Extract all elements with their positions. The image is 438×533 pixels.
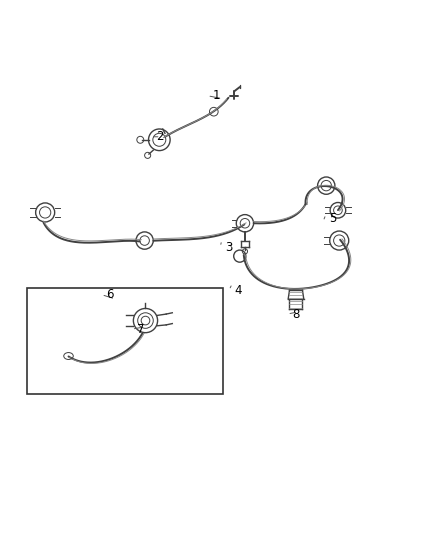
Text: 3: 3 — [226, 240, 233, 254]
Text: 7: 7 — [137, 322, 145, 336]
Text: 5: 5 — [329, 213, 337, 225]
Text: 1: 1 — [212, 89, 220, 102]
Text: 2: 2 — [156, 130, 164, 143]
Text: 6: 6 — [106, 288, 114, 301]
Text: 4: 4 — [234, 284, 242, 297]
Bar — [27, 288, 223, 394]
Text: 8: 8 — [293, 308, 300, 320]
